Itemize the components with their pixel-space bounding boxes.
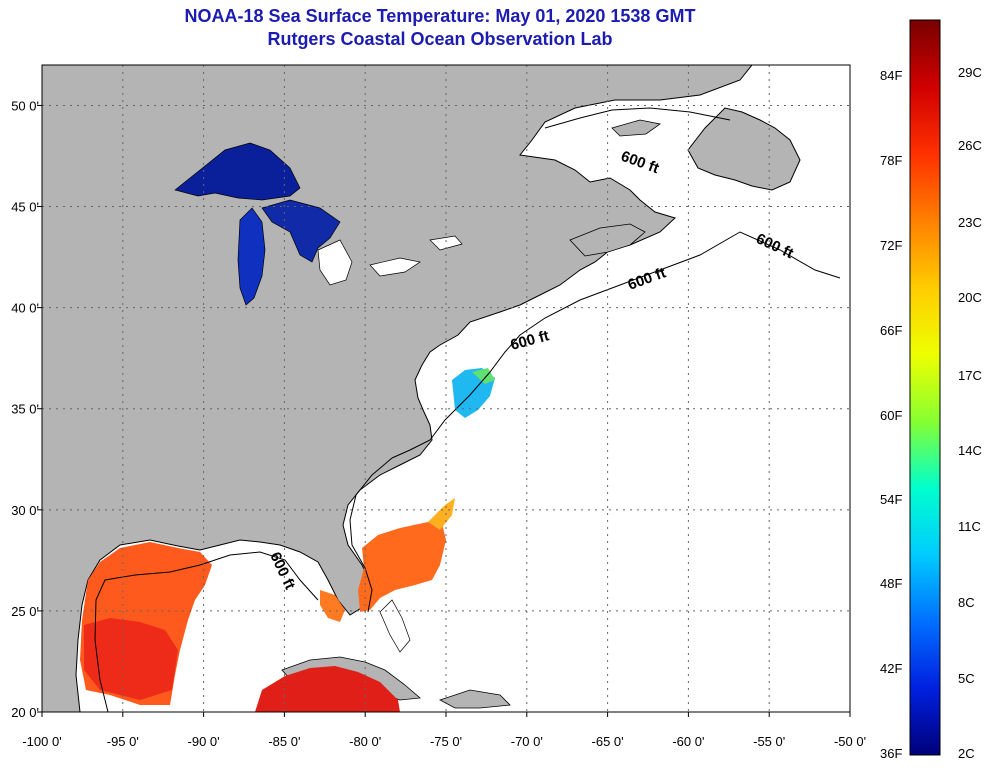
bahamas xyxy=(379,599,411,653)
colorbar-f-label: 66F xyxy=(880,323,902,338)
colorbar-c-label: 17C xyxy=(958,368,982,383)
colorbar-c-label: 20C xyxy=(958,290,982,305)
lon-tick-label: -70 0' xyxy=(511,734,543,749)
colorbar-f-label: 60F xyxy=(880,408,902,423)
colorbar-c-label: 8C xyxy=(958,595,975,610)
lon-tick-label: -75 0' xyxy=(430,734,462,749)
colorbar-c-label: 23C xyxy=(958,215,982,230)
colorbar-f-label: 36F xyxy=(880,746,902,761)
lake-superior xyxy=(174,142,301,201)
colorbar-labels: 84F 78F 72F 66F 60F 54F 48F 42F 36F 29C 26C 23C 20C 1… xyxy=(880,65,982,761)
mid-atlantic-sst-warm xyxy=(472,368,495,384)
lake-huron xyxy=(261,199,341,263)
colorbar-c-label: 14C xyxy=(958,443,982,458)
colorbar-c-label: 29C xyxy=(958,65,982,80)
colorbar-f-label: 54F xyxy=(880,492,902,507)
lake-ontario xyxy=(429,235,463,251)
axis-ticks: -100 0' -95 0' -90 0' -85 0' -80 0' -75 0' -70… xyxy=(11,98,866,749)
lat-tick-label: 45 0' xyxy=(11,200,39,215)
contour-600ft-south xyxy=(349,457,393,613)
gulf-sst-east xyxy=(320,590,345,622)
colorbar-f-label: 42F xyxy=(880,661,902,676)
lake-erie xyxy=(369,257,421,277)
lat-tick-label: 40 0' xyxy=(11,301,39,316)
map-title: NOAA-18 Sea Surface Temperature: May 01,… xyxy=(184,6,696,26)
lon-tick-label: -90 0' xyxy=(188,734,220,749)
colorbar-c-label: 2C xyxy=(958,746,975,761)
hispaniola xyxy=(438,689,511,709)
lat-tick-label: 50 0' xyxy=(11,98,39,113)
lon-tick-label: -100 0' xyxy=(22,734,61,749)
contour-600ft-north xyxy=(544,107,731,129)
colorbar-c-label: 5C xyxy=(958,671,975,686)
caribbean-sst xyxy=(255,666,400,712)
lon-tick-label: -50 0' xyxy=(834,734,866,749)
lon-tick-label: -55 0' xyxy=(753,734,785,749)
map-subtitle: Rutgers Coastal Ocean Observation Lab xyxy=(267,29,613,49)
colorbar-c-label: 11C xyxy=(958,519,981,534)
gulf-sst-west-inner xyxy=(84,618,178,700)
lat-lon-grid xyxy=(42,65,850,712)
colorbar-c-label: 26C xyxy=(958,138,982,153)
lon-tick-label: -85 0' xyxy=(268,734,300,749)
lat-tick-label: 35 0' xyxy=(11,402,39,417)
lake-huron-east xyxy=(317,239,353,286)
lon-tick-label: -65 0' xyxy=(592,734,624,749)
atlantic-sst-yellow xyxy=(428,498,455,530)
atlantic-sst-southeast xyxy=(358,515,446,612)
lat-tick-label: 25 0' xyxy=(11,604,39,619)
colorbar-f-label: 78F xyxy=(880,153,902,168)
lat-tick-label: 30 0' xyxy=(11,503,39,518)
colorbar-f-label: 48F xyxy=(880,576,902,591)
newfoundland xyxy=(687,107,801,191)
contour-600ft-gulf xyxy=(94,551,319,712)
lon-tick-label: -80 0' xyxy=(349,734,381,749)
lon-tick-label: -95 0' xyxy=(107,734,139,749)
contour-600ft xyxy=(391,231,841,459)
lake-michigan xyxy=(237,207,266,306)
lon-tick-label: -60 0' xyxy=(672,734,704,749)
lat-tick-label: 20 0' xyxy=(11,705,39,720)
colorbar-f-label: 72F xyxy=(880,238,902,253)
colorbar-f-label: 84F xyxy=(880,68,902,83)
colorbar xyxy=(909,19,941,756)
anticosti-island xyxy=(611,119,661,137)
